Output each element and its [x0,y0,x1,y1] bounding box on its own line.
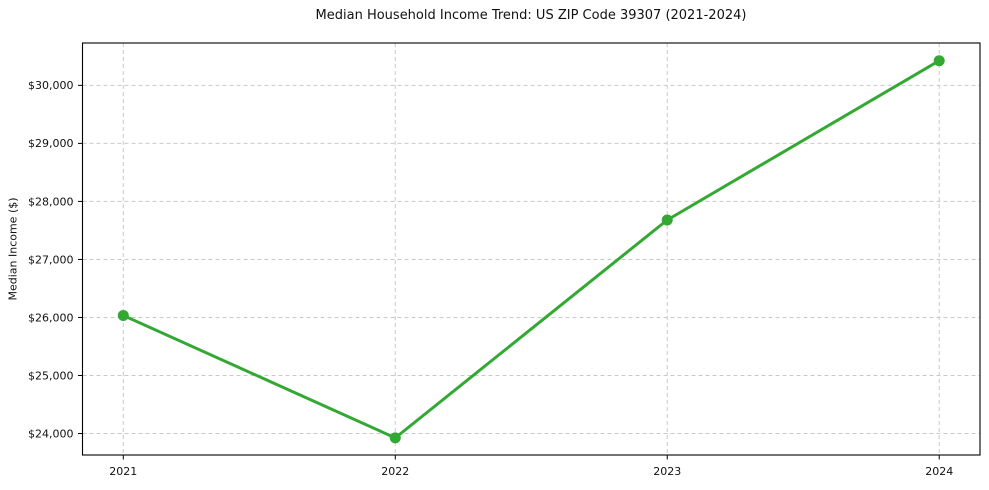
x-tick-label: 2022 [381,465,409,478]
y-tick-label: $27,000 [28,253,74,266]
y-tick-label: $26,000 [28,311,74,324]
data-point-marker [389,432,401,444]
x-tick-label: 2023 [653,465,681,478]
y-tick-label: $25,000 [28,369,74,382]
data-point-marker [661,214,673,226]
y-axis-label: Median Income ($) [6,197,20,301]
plot-border [81,42,981,456]
data-point-marker [117,309,129,321]
y-tick-label: $28,000 [28,195,74,208]
x-tick-label: 2024 [925,465,953,478]
y-tick-label: $30,000 [28,79,74,92]
y-tick-label: $29,000 [28,137,74,150]
trend-line [121,59,941,440]
chart-title: Median Household Income Trend: US ZIP Co… [315,8,747,23]
data-point-marker [933,55,945,67]
x-tick-label: 2021 [109,465,137,478]
y-tick-label: $24,000 [28,427,74,440]
